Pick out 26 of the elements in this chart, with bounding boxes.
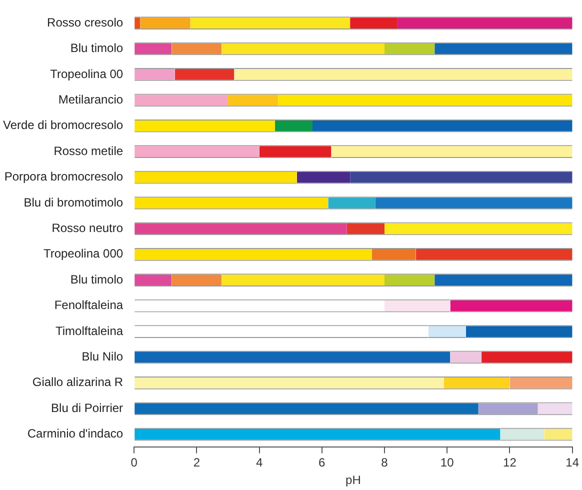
y-tick-label: Fenolftaleina [54, 298, 124, 312]
y-tick-label: Blu timolo [70, 41, 124, 56]
x-tick-label: 8 [381, 456, 388, 470]
y-tick-label: Timolftaleina [55, 324, 124, 338]
x-tick-label: 2 [193, 456, 200, 470]
x-tick-label: 0 [130, 456, 138, 470]
y-tick-label: Tropeolina 00 [50, 66, 124, 81]
y-tick-label: Porpora bromocresolo [4, 170, 124, 184]
y-tick-label: Blu timolo [70, 272, 124, 286]
y-tick-label: Tropeolina 000 [43, 246, 124, 261]
y-tick-label: Rosso neutro [52, 221, 124, 236]
x-tick-label: 14 [566, 456, 580, 470]
x-tick-label: 4 [256, 456, 263, 470]
y-tick-label: Rosso cresolo [47, 15, 124, 30]
x-axis-title: pH [346, 473, 361, 488]
y-tick-label: Blu Nilo [82, 350, 124, 364]
y-tick-label: Blu di Poirrier [51, 400, 124, 415]
y-tick-label: Metilarancio [58, 92, 124, 106]
y-tick-label: Verde di bromocresolo [2, 118, 124, 132]
x-tick-label: 6 [318, 456, 326, 470]
y-tick-label: Carminio d'indaco [27, 426, 124, 441]
y-tick-label: Blu di bromotimolo [24, 195, 124, 210]
y-tick-label: Giallo alizarina R [32, 375, 124, 390]
x-tick-label: 10 [440, 456, 454, 470]
x-tick-label: 12 [503, 456, 517, 470]
y-tick-label: Rosso metile [54, 144, 124, 158]
